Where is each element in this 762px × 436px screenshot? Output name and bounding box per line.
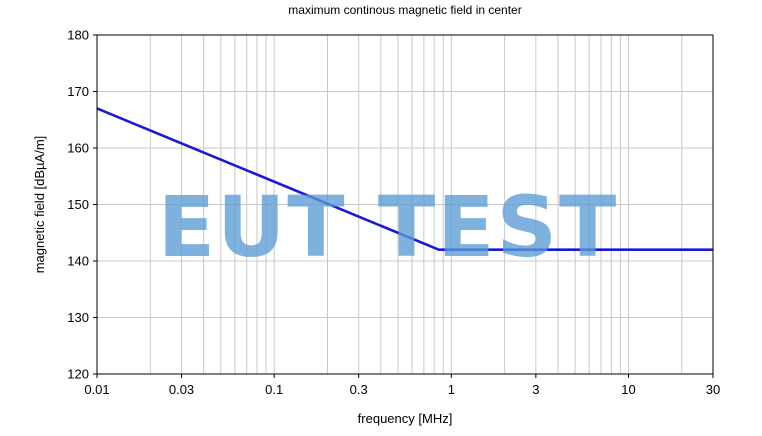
y-tick-label: 120 — [67, 367, 89, 382]
x-tick-label: 10 — [621, 382, 635, 397]
watermark-logo: EUT TEST — [158, 178, 619, 276]
x-axis-title: frequency [MHz] — [358, 411, 453, 426]
x-tick-label: 0.01 — [84, 382, 109, 397]
x-tick-label: 3 — [532, 382, 539, 397]
x-tick-label: 0.1 — [265, 382, 283, 397]
y-tick-label: 160 — [67, 141, 89, 156]
series-layer — [96, 107, 713, 251]
y-tick-label: 140 — [67, 254, 89, 269]
y-tick-label: 180 — [67, 28, 89, 43]
x-tick-label: 0.3 — [350, 382, 368, 397]
x-tick-label: 0.03 — [169, 382, 194, 397]
series-line — [96, 107, 713, 251]
x-tick-label: 30 — [706, 382, 720, 397]
chart-title: maximum continous magnetic field in cent… — [288, 3, 521, 17]
y-tick-label: 150 — [67, 197, 89, 212]
y-tick-label: 170 — [67, 84, 89, 99]
y-tick-label: 130 — [67, 310, 89, 325]
y-axis-title: magnetic field [dBµA/m] — [32, 136, 47, 274]
grid-lines — [97, 35, 713, 374]
tick-labels: 0.01 0.03 0.1 0.3 1 3 10 30 120 130 140 150 160 170 18… — [67, 28, 720, 398]
x-tick-label: 1 — [448, 382, 455, 397]
